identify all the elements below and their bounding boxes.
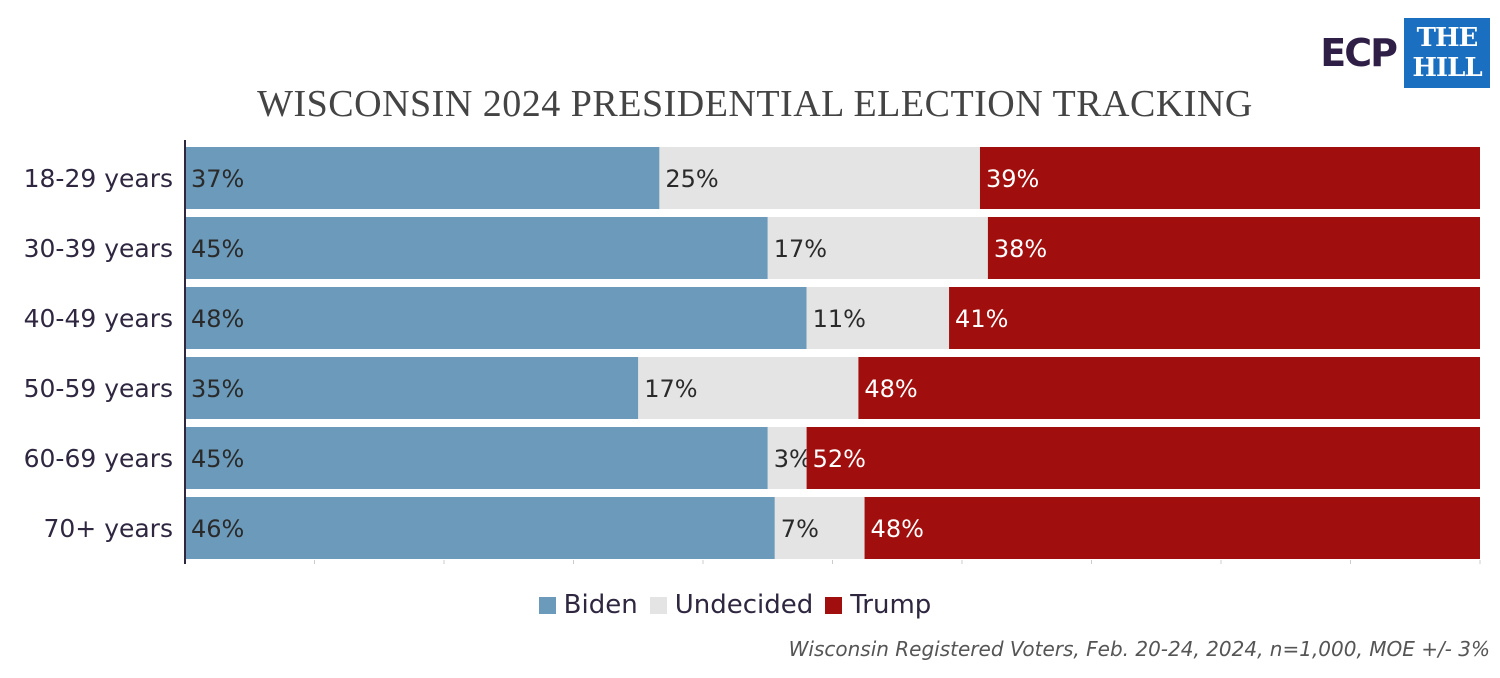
bar-undecided-5 xyxy=(767,427,807,489)
legend-item-undecided: Undecided xyxy=(649,590,814,620)
bar-undecided-4 xyxy=(638,357,859,419)
data-label-undecided-2: 17% xyxy=(774,235,827,263)
legend: Biden Undecided Trump xyxy=(0,590,1470,620)
the-hill-logo-line1: THE xyxy=(1416,23,1479,53)
bar-undecided-1 xyxy=(659,147,980,209)
bar-undecided-2 xyxy=(767,217,988,279)
legend-item-biden: Biden xyxy=(538,590,638,620)
legend-item-trump: Trump xyxy=(825,590,931,620)
category-label-6: 70+ years xyxy=(43,514,173,543)
bar-biden-6 xyxy=(185,497,775,559)
bar-biden-2 xyxy=(185,217,768,279)
data-label-undecided-6: 7% xyxy=(781,515,819,543)
data-label-trump-3: 41% xyxy=(955,305,1008,333)
ecp-logo-text: ECP xyxy=(1320,31,1398,75)
category-label-5: 60-69 years xyxy=(24,444,173,473)
bar-trump-6 xyxy=(864,497,1480,559)
legend-swatch-undecided xyxy=(649,596,667,614)
ecp-logo: ECP xyxy=(1320,31,1398,75)
source-note: Wisconsin Registered Voters, Feb. 20-24,… xyxy=(788,637,1490,661)
bar-trump-4 xyxy=(858,357,1480,419)
data-label-undecided-1: 25% xyxy=(665,165,718,193)
legend-label-trump: Trump xyxy=(850,590,932,620)
data-label-undecided-3: 11% xyxy=(813,305,866,333)
data-label-biden-1: 37% xyxy=(191,165,244,193)
bar-trump-5 xyxy=(806,427,1480,489)
data-label-undecided-4: 17% xyxy=(644,375,697,403)
bar-biden-4 xyxy=(185,357,639,419)
legend-swatch-trump xyxy=(825,596,843,614)
data-label-trump-2: 38% xyxy=(994,235,1047,263)
category-label-2: 30-39 years xyxy=(24,234,173,263)
data-label-trump-6: 48% xyxy=(871,515,924,543)
data-label-trump-5: 52% xyxy=(813,445,866,473)
bar-trump-3 xyxy=(949,287,1480,349)
data-label-trump-4: 48% xyxy=(864,375,917,403)
data-label-biden-4: 35% xyxy=(191,375,244,403)
legend-swatch-biden xyxy=(538,596,556,614)
data-label-undecided-5: 3% xyxy=(774,445,812,473)
data-label-biden-2: 45% xyxy=(191,235,244,263)
the-hill-logo: THE HILL xyxy=(1404,18,1490,88)
category-label-1: 18-29 years xyxy=(24,164,173,193)
data-label-biden-6: 46% xyxy=(191,515,244,543)
legend-label-biden: Biden xyxy=(563,590,638,620)
bar-undecided-6 xyxy=(774,497,865,559)
bar-undecided-3 xyxy=(806,287,950,349)
data-label-trump-1: 39% xyxy=(986,165,1039,193)
bar-trump-2 xyxy=(987,217,1480,279)
bar-biden-5 xyxy=(185,427,768,489)
chart-title: WISCONSIN 2024 PRESIDENTIAL ELECTION TRA… xyxy=(257,83,1253,125)
data-label-biden-3: 48% xyxy=(191,305,244,333)
data-label-biden-5: 45% xyxy=(191,445,244,473)
bar-biden-3 xyxy=(185,287,807,349)
bar-biden-1 xyxy=(185,147,660,209)
legend-label-undecided: Undecided xyxy=(674,590,814,620)
logos: ECP THE HILL xyxy=(1320,18,1490,88)
category-label-3: 40-49 years xyxy=(24,304,173,333)
the-hill-logo-line2: HILL xyxy=(1412,53,1482,83)
bar-trump-1 xyxy=(979,147,1480,209)
category-label-4: 50-59 years xyxy=(24,374,173,403)
